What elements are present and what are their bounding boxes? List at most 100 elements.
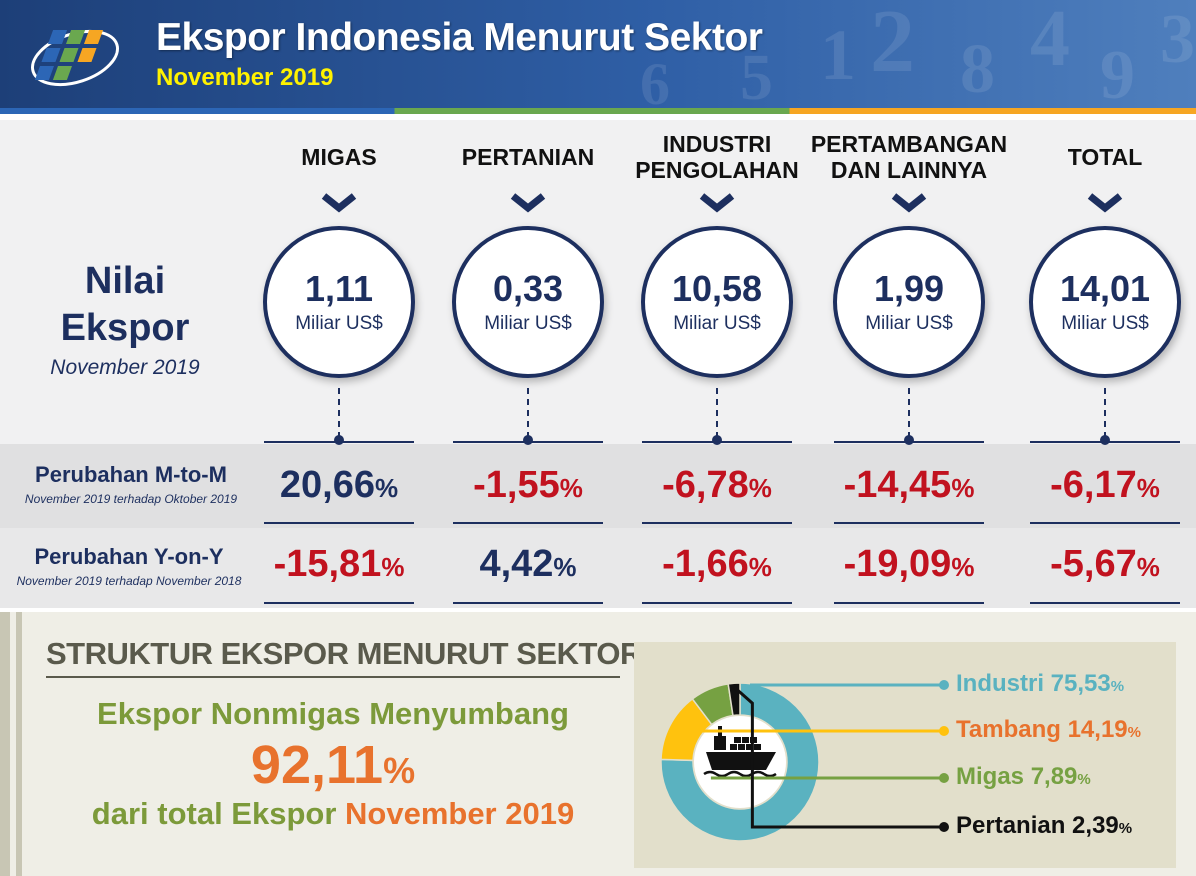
yoy-change-value: 4,42% (433, 543, 623, 586)
row-divider-top (1030, 441, 1180, 443)
legend-percent-sign: % (1077, 771, 1091, 788)
row-divider-middle (1030, 522, 1180, 524)
export-value-circle: 1,11 Miliar US$ (263, 226, 415, 378)
nonmigas-share-value: 92,11% (46, 734, 620, 796)
row-divider-top (642, 441, 792, 443)
legend-item-tambang: Tambang 14,19% (956, 716, 1141, 744)
yoy-change-number: -19,09 (843, 543, 952, 585)
chevron-down-icon (890, 192, 928, 214)
percent-sign: % (748, 473, 772, 503)
page-subtitle: November 2019 (156, 64, 334, 91)
row-divider-top (264, 441, 414, 443)
yoy-label: Perubahan Y-on-Y November 2019 terhadap … (4, 544, 254, 588)
mtom-change-number: -6,17 (1050, 464, 1137, 506)
export-value-unit: Miliar US$ (295, 312, 383, 334)
connector-dot (523, 435, 533, 445)
yoy-change-value: -1,66% (622, 543, 812, 586)
export-value: 1,11 (304, 268, 374, 310)
percent-sign: % (951, 552, 975, 582)
nonmigas-line3: dari total Ekspor November 2019 (46, 796, 620, 832)
header-color-stripe (0, 108, 1196, 114)
export-value: 14,01 (1059, 268, 1151, 310)
chevron-down-icon (509, 192, 547, 214)
yoy-change-value: -15,81% (244, 543, 434, 586)
row-divider-bottom (264, 602, 414, 604)
sector-name: INDUSTRI PENGOLAHAN (635, 130, 799, 183)
mtom-change-value: -1,55% (433, 464, 623, 507)
sector-name: PERTAMBANGAN DAN LAINNYA (810, 130, 1008, 183)
yoy-change-number: -1,66 (662, 543, 749, 585)
row-divider-bottom (453, 602, 603, 604)
mtom-label-main: Perubahan M-to-M (35, 462, 227, 487)
nonmigas-line3-period: November 2019 (345, 796, 575, 831)
legend-value: 7,89 (1030, 763, 1078, 790)
sector-name: MIGAS (301, 143, 377, 170)
export-value-circle: 0,33 Miliar US$ (452, 226, 604, 378)
percent-sign: % (1136, 473, 1160, 503)
yoy-change-value: -5,67% (1010, 543, 1196, 586)
mtom-change-value: -14,45% (814, 464, 1004, 507)
connector-dot (904, 435, 914, 445)
mtom-change-number: -6,78 (662, 464, 749, 506)
connector-line (1104, 388, 1106, 438)
mtom-change-number: 20,66 (279, 464, 375, 506)
export-value: 1,99 (873, 268, 945, 310)
row-divider-middle (834, 522, 984, 524)
bps-logo-icon (31, 29, 119, 87)
legend-item-pertanian: Pertanian 2,39% (956, 812, 1132, 840)
legend-label: Tambang (956, 716, 1061, 743)
mtom-change-value: 20,66% (244, 464, 434, 507)
yoy-change-number: 4,42 (479, 543, 554, 585)
percent-sign: % (951, 473, 975, 503)
background-number-decoration: 1 (820, 15, 856, 95)
legend-value: 2,39 (1072, 812, 1119, 839)
percent-sign: % (1136, 552, 1160, 582)
nilai-label-line2: Ekspor (60, 307, 190, 350)
mtom-label: Perubahan M-to-M November 2019 terhadap … (6, 462, 256, 506)
connector-dot (334, 435, 344, 445)
nilai-label-period: November 2019 (50, 356, 200, 380)
legend-label: Pertanian (956, 812, 1066, 839)
export-value-unit: Miliar US$ (673, 312, 761, 334)
mtom-change-number: -14,45 (843, 464, 952, 506)
nonmigas-share-percent-sign: % (383, 750, 416, 791)
row-divider-top (453, 441, 603, 443)
export-value-circle: 1,99 Miliar US$ (833, 226, 985, 378)
row-divider-bottom (1030, 602, 1180, 604)
legend-label: Industri (956, 670, 1044, 697)
connector-line (716, 388, 718, 438)
percent-sign: % (553, 552, 577, 582)
sector-name: TOTAL (1067, 143, 1143, 170)
left-accent-bar (0, 612, 10, 876)
percent-sign: % (559, 473, 583, 503)
header-banner: 1 2 8 4 9 5 3 6 Ekspor Indonesia Menurut… (0, 0, 1196, 114)
row-divider-middle (453, 522, 603, 524)
structure-title-underline (46, 676, 620, 678)
export-value: 0,33 (492, 268, 564, 310)
legend-percent-sign: % (1110, 678, 1125, 695)
legend-percent-sign: % (1127, 724, 1141, 741)
row-divider-top (834, 441, 984, 443)
chevron-down-icon (698, 192, 736, 214)
export-value-circle: 10,58 Miliar US$ (641, 226, 793, 378)
connector-dot (1100, 435, 1110, 445)
mtom-row-band (0, 444, 1196, 528)
yoy-label-sub: November 2019 terhadap November 2018 (16, 574, 242, 588)
mtom-change-number: -1,55 (473, 464, 560, 506)
row-divider-middle (264, 522, 414, 524)
left-accent-bar-thin (16, 612, 22, 876)
connector-line (338, 388, 340, 438)
mtom-change-value: -6,78% (622, 464, 812, 507)
export-value: 10,58 (671, 268, 763, 310)
nonmigas-share-number: 92,11 (250, 735, 384, 795)
percent-sign: % (374, 473, 399, 503)
sector-name: PERTANIAN (461, 143, 595, 170)
structure-title: STRUKTUR EKSPOR MENURUT SEKTOR (46, 636, 642, 671)
row-divider-bottom (834, 602, 984, 604)
yoy-label-main: Perubahan Y-on-Y (34, 544, 224, 569)
percent-sign: % (381, 552, 405, 582)
mtom-label-sub: November 2019 terhadap Oktober 2019 (24, 492, 238, 506)
connector-dot (712, 435, 722, 445)
legend-label: Migas (956, 763, 1025, 790)
connector-line (908, 388, 910, 438)
